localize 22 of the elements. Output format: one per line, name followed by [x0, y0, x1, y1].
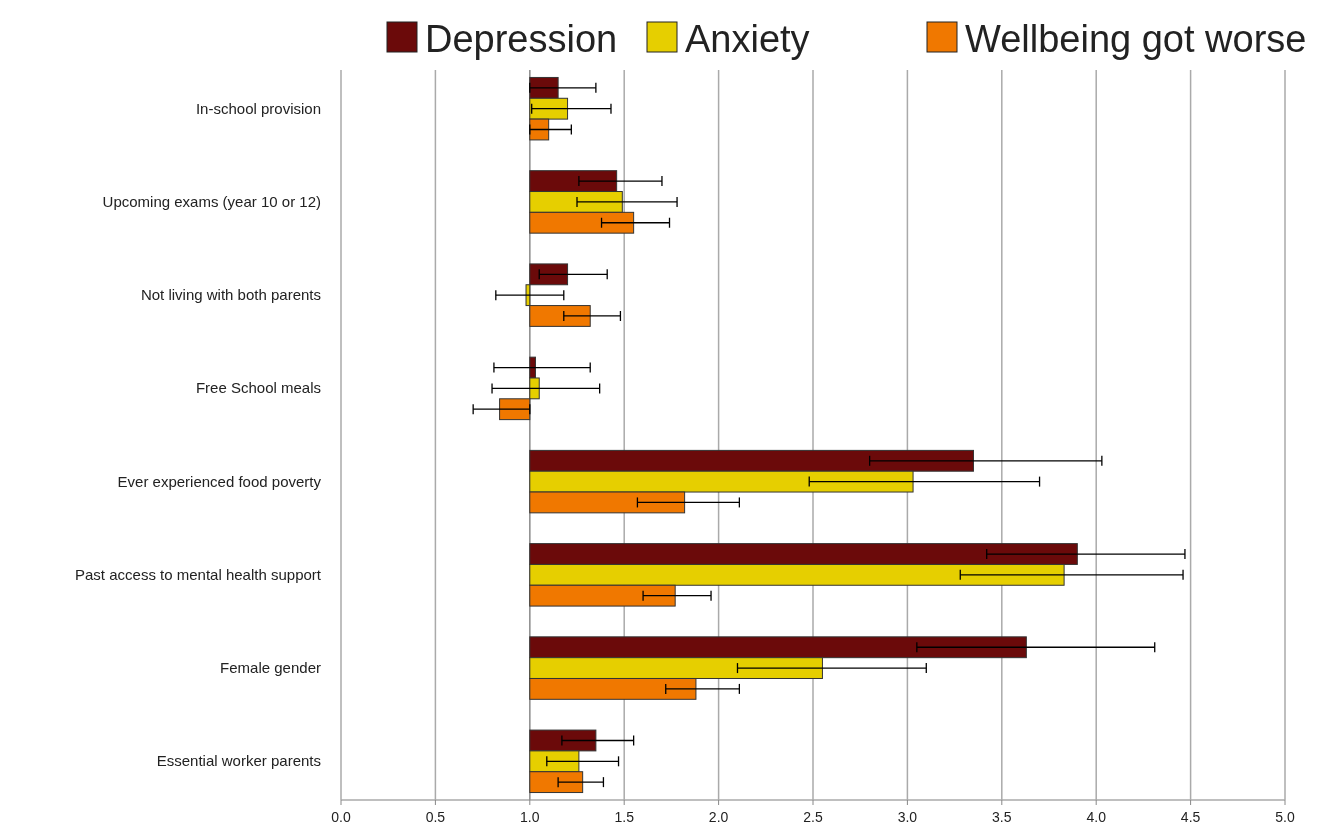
- x-tick-label: 3.5: [992, 809, 1012, 825]
- y-tick-label: Free School meals: [195, 379, 321, 397]
- legend-label: Anxiety: [685, 18, 810, 60]
- y-tick-label: Essential worker parents: [156, 752, 321, 770]
- y-tick-label: Ever experienced food poverty: [117, 472, 322, 490]
- x-tick-label: 1.5: [614, 809, 635, 825]
- x-tick-label: 0.0: [331, 809, 351, 825]
- x-tick-label: 5.0: [1275, 809, 1295, 825]
- legend-label: Wellbeing got worse: [965, 18, 1307, 60]
- y-tick-label: Not living with both parents: [140, 286, 321, 304]
- y-tick-label: Past access to mental health support: [75, 565, 322, 583]
- x-tick-label: 1.0: [520, 809, 540, 825]
- y-tick-label: Upcoming exams (year 10 or 12): [102, 192, 321, 210]
- legend-label: Depression: [425, 18, 618, 60]
- x-tick-label: 2.5: [803, 809, 823, 825]
- x-tick-label: 4.5: [1180, 809, 1201, 825]
- y-tick-label: Female gender: [220, 659, 321, 677]
- x-tick-label: 3.0: [897, 809, 918, 825]
- x-tick-label: 4.0: [1086, 809, 1107, 825]
- x-tick-label: 2.0: [708, 809, 729, 825]
- x-tick-label: 0.5: [425, 809, 446, 825]
- y-tick-label: In-school provision: [195, 99, 321, 117]
